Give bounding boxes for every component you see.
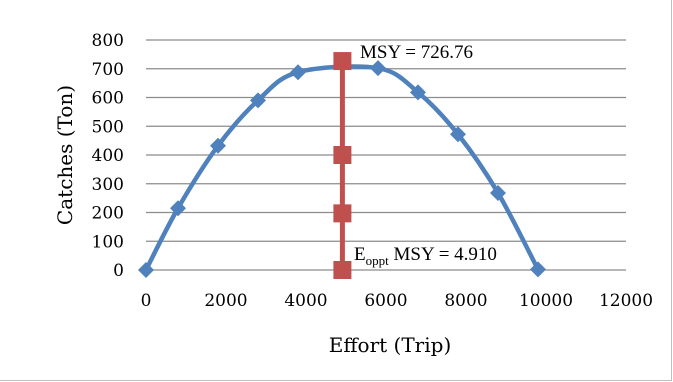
x-tick-label: 4000 <box>284 291 327 311</box>
y-tick-label: 0 <box>113 261 124 281</box>
x-tick-label: 10000 <box>519 291 573 311</box>
x-tick-label: 8000 <box>444 291 487 311</box>
y-tick-labels: 0 100 200 300 400 500 600 700 800 <box>92 31 124 281</box>
x-tick-labels: 0 2000 4000 6000 8000 10000 12000 <box>141 291 653 311</box>
eoppt-annotation: Eoppt MSY = 4.910 <box>354 244 497 268</box>
y-tick-label: 500 <box>92 117 124 137</box>
y-tick-label: 200 <box>92 204 124 224</box>
eoppt-subscript: oppt <box>366 253 390 268</box>
msy-point-marker <box>333 261 352 279</box>
series-layer <box>138 52 546 279</box>
y-tick-label: 100 <box>92 232 124 252</box>
msy-point-marker <box>333 146 352 164</box>
x-axis-title: Effort (Trip) <box>329 333 452 357</box>
msy-annotation: MSY = 726.76 <box>360 42 473 63</box>
y-tick-label: 400 <box>92 146 124 166</box>
eoppt-value: MSY = 4.910 <box>389 244 497 265</box>
grid-lines <box>146 39 626 271</box>
catch-point-marker <box>250 92 266 109</box>
y-tick-label: 700 <box>92 60 124 80</box>
catch-point-marker <box>450 126 466 143</box>
catch-point-marker <box>210 137 226 154</box>
y-axis-title: Catches (Ton) <box>53 85 77 225</box>
x-tick-label: 0 <box>141 291 152 311</box>
eoppt-main: E <box>354 244 366 265</box>
x-tick-label: 2000 <box>204 291 247 311</box>
catch-point-marker <box>410 84 426 101</box>
catch-point-marker <box>170 200 186 217</box>
catch-point-marker <box>370 60 386 77</box>
y-tick-label: 600 <box>92 89 124 109</box>
y-tick-label: 800 <box>92 31 124 51</box>
catch-point-marker <box>530 261 546 278</box>
y-tick-label: 300 <box>92 175 124 195</box>
x-tick-label: 12000 <box>599 291 653 311</box>
catch-point-marker <box>290 64 306 81</box>
catch-point-marker <box>490 184 506 201</box>
catch-point-marker <box>138 262 154 278</box>
msy-point-marker <box>333 204 352 223</box>
x-tick-label: 6000 <box>364 291 407 311</box>
msy-point-marker <box>333 52 352 71</box>
